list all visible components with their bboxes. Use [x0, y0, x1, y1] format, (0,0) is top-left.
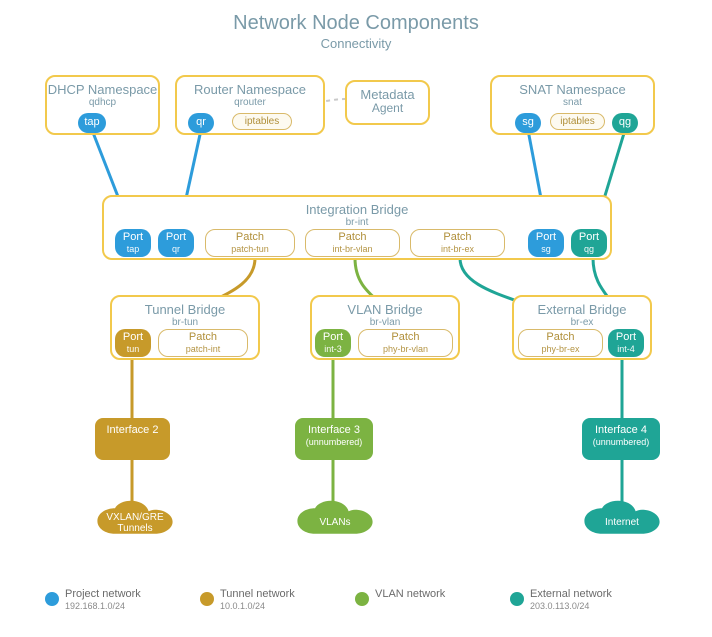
- router-iptables: iptables: [232, 113, 292, 130]
- ex-port: Port int-4: [608, 329, 644, 357]
- int-patch-tun: Patch patch-tun: [205, 229, 295, 257]
- legend-dot-external: [510, 592, 524, 606]
- dhcp-sub: qdhcp: [47, 97, 158, 108]
- snat-sg-port: sg: [515, 113, 541, 133]
- legend-dot-vlan: [355, 592, 369, 606]
- metadata-agent-box: Metadata Agent: [345, 80, 430, 125]
- router-qr-port: qr: [188, 113, 214, 133]
- legend-text-external: External network 203.0.113.0/24: [530, 588, 612, 611]
- ex-title: External Bridge: [514, 303, 650, 317]
- ex-sub: br-ex: [514, 317, 650, 328]
- vlan-title: VLAN Bridge: [312, 303, 458, 317]
- int-port-qr: Port qr: [158, 229, 194, 257]
- int-port-qg: Port qg: [571, 229, 607, 257]
- int-port-tap: Port tap: [115, 229, 151, 257]
- int-patch-vlan: Patch int-br-vlan: [305, 229, 400, 257]
- vlan-port: Port int-3: [315, 329, 351, 357]
- int-patch-ex: Patch int-br-ex: [410, 229, 505, 257]
- snat-qg-port: qg: [612, 113, 638, 133]
- interface-3: Interface 3 (unnumbered): [295, 418, 373, 460]
- cloud-internet-label: Internet: [605, 517, 639, 528]
- legend-dot-project: [45, 592, 59, 606]
- vlan-sub: br-vlan: [312, 317, 458, 328]
- intbridge-sub: br-int: [104, 217, 610, 228]
- page-subtitle: Connectivity: [0, 36, 712, 51]
- snat-sub: snat: [492, 97, 653, 108]
- cloud-vlans-label: VLANs: [319, 517, 350, 528]
- ex-patch: Patch phy-br-ex: [518, 329, 603, 357]
- interface-2: Interface 2: [95, 418, 170, 460]
- cloud-vxlan: VXLAN/GRE Tunnels: [95, 500, 175, 545]
- legend-dot-tunnel: [200, 592, 214, 606]
- legend-text-vlan: VLAN network: [375, 588, 445, 601]
- tun-patch: Patch patch-int: [158, 329, 248, 357]
- legend-text-tunnel: Tunnel network 10.0.1.0/24: [220, 588, 295, 611]
- interface-4: Interface 4 (unnumbered): [582, 418, 660, 460]
- metadata-title: Metadata: [347, 88, 428, 102]
- tun-port: Port tun: [115, 329, 151, 357]
- router-sub: qrouter: [177, 97, 323, 108]
- tun-sub: br-tun: [112, 317, 258, 328]
- page-title: Network Node Components: [0, 12, 712, 35]
- tun-title: Tunnel Bridge: [112, 303, 258, 317]
- metadata-sub: Agent: [347, 102, 428, 115]
- router-title: Router Namespace: [177, 83, 323, 97]
- snat-title: SNAT Namespace: [492, 83, 653, 97]
- snat-iptables: iptables: [550, 113, 605, 130]
- intbridge-title: Integration Bridge: [104, 203, 610, 217]
- dhcp-title: DHCP Namespace: [47, 83, 158, 97]
- legend-text-project: Project network 192.168.1.0/24: [65, 588, 141, 611]
- cloud-vxlan-label: VXLAN/GRE Tunnels: [106, 512, 163, 534]
- cloud-internet: Internet: [582, 500, 662, 545]
- dhcp-tap-port: tap: [78, 113, 106, 133]
- int-port-sg: Port sg: [528, 229, 564, 257]
- cloud-vlans: VLANs: [295, 500, 375, 545]
- vlan-patch: Patch phy-br-vlan: [358, 329, 453, 357]
